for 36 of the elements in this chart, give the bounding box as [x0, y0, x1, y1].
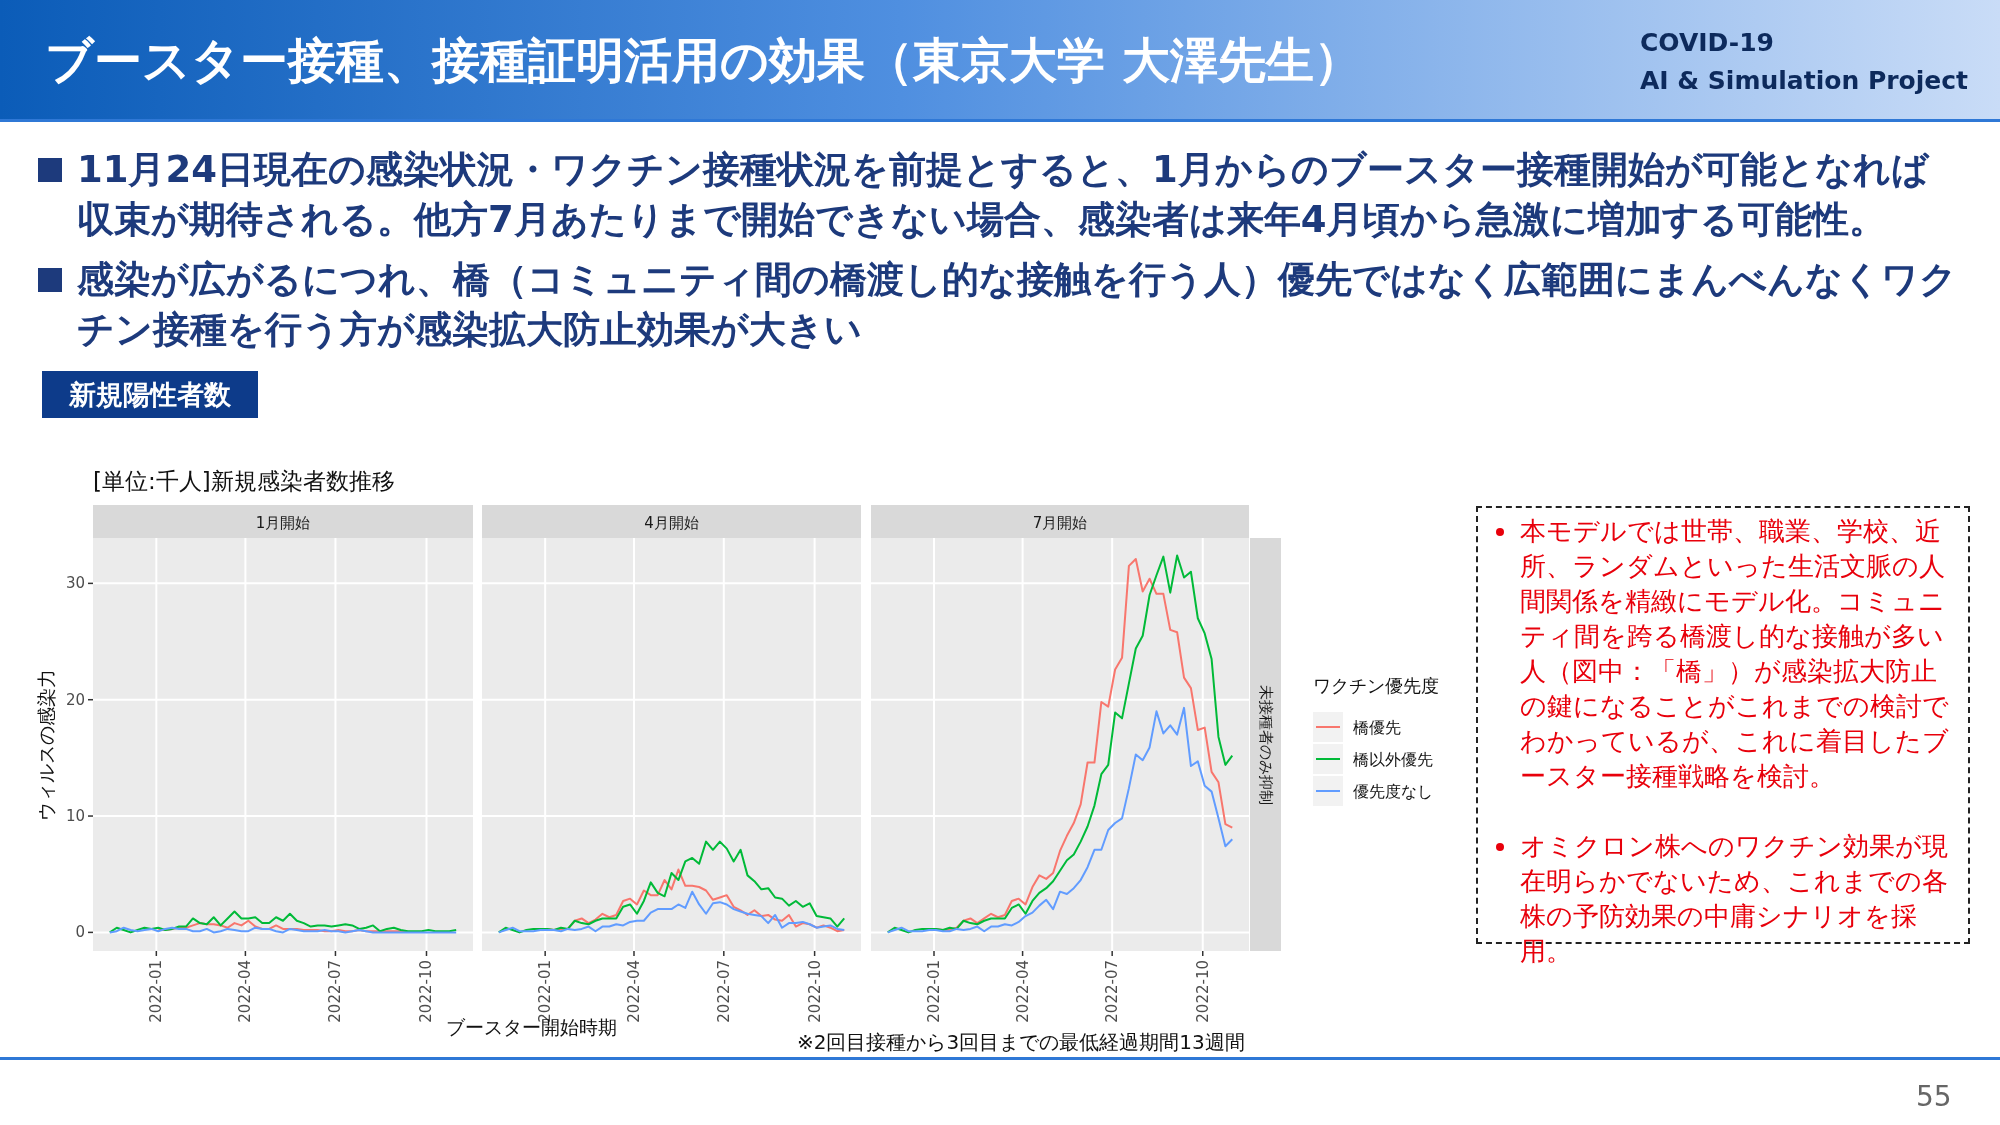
text: 感染が広がるにつれ、橋（コミュニティ間の橋渡し的な接触を行う人）優先ではなく広範囲にまんべんなくワクチン接種を行う方が感染拡大防止効果が大きい [77, 257, 1957, 353]
legend-label: 橋優先 [1353, 718, 1401, 737]
x-tick-label: 2022-10 [1193, 960, 1212, 1023]
text: 55 [1916, 1080, 1952, 1113]
y-tick-label: 20 [65, 690, 85, 709]
line-series [108, 910, 458, 934]
text: オミクロン株へのワクチン効果が現在明らかでないため、これまでの各株の予防効果の中庸シナリオを採用。 [1520, 830, 1949, 968]
x-tick-label: 2022-07 [1103, 960, 1122, 1023]
text: 本モデルでは世帯、職業、学校、近所、ランダムといった生活文脈の人間関係を精緻にモデル化。コミュニティ間を跨る橋渡し的な接触が多い人（図中：「橋」）が感染拡大防止の鍵になることがこれまでの検討でわかっているが、これに着目したブースター接種戦略を検討。 [1520, 515, 1950, 793]
text: AI & Simulation Project [1640, 66, 1969, 95]
text: [単位:千人]新規感染者数推移 [93, 467, 395, 496]
x-tick-label: 2022-10 [805, 960, 824, 1023]
text: 新規陽性者数 [42, 371, 258, 418]
y-tick-label: 30 [65, 574, 85, 593]
chart-title: 1月開始 [255, 513, 311, 532]
text: 未接種者のみ抑制 [1257, 684, 1275, 805]
text: 11月24日現在の感染状況・ワクチン接種状況を前提とすると、1月からのブースター接種開始が可能となれば収束が期待される。他方7月あたりまで開始できない場合、感染者は来年4月頃から急激に増加する可能性。 [77, 147, 1931, 243]
y-tick-label: 0 [75, 923, 85, 942]
x-tick-label: 2022-01 [925, 960, 943, 1023]
x-tick-label: 2022-07 [714, 960, 733, 1023]
y-axis-title: ウィルスの感染力 [35, 668, 57, 821]
x-tick-label: 2022-01 [147, 960, 166, 1023]
text: ブースター接種、接種証明活用の効果（東京大学 大澤先生） [45, 31, 1363, 90]
x-tick-label: 2022-07 [326, 960, 345, 1023]
x-tick-label: 2022-04 [624, 960, 643, 1023]
chart-title: 4月開始 [644, 513, 699, 532]
y-tick-label: 10 [65, 807, 85, 826]
chart-title: 7月開始 [1032, 513, 1088, 532]
legend-label: 優先度なし [1353, 782, 1433, 801]
legend-title: ワクチン優先度 [1313, 675, 1439, 696]
x-tick-label: 2022-04 [1013, 960, 1032, 1023]
x-tick-label: 2022-04 [236, 960, 255, 1023]
legend-label: 橋以外優先 [1353, 750, 1433, 769]
text: ※2回目接種から3回目までの最低経過期間13週間 [797, 1029, 1245, 1056]
x-tick-label: 2022-10 [417, 960, 436, 1023]
text: COVID-19 [1640, 28, 1774, 57]
